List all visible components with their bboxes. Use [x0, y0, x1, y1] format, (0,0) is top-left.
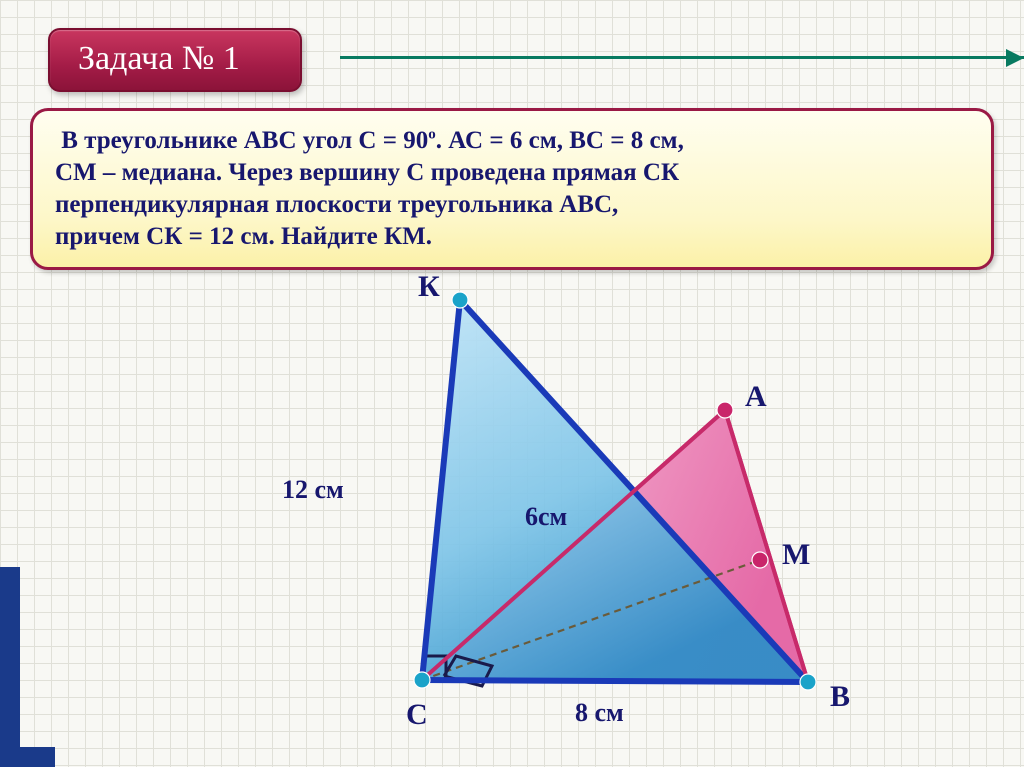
problem-line2: СМ – медиана. Через вершину С проведена … — [55, 159, 679, 186]
problem-line1-pre: В треугольнике АВС угол С = 90 — [61, 127, 428, 154]
problem-box: В треугольнике АВС угол С = 90о. АС = 6 … — [30, 108, 994, 270]
meas-CB: 8 см — [575, 698, 624, 728]
problem-line3: перпендикулярная плоскости треугольника … — [55, 191, 618, 218]
meas-CK: 12 см — [282, 475, 344, 505]
title-bar: Задача № 1 — [48, 28, 302, 92]
problem-line1-post: . АС = 6 см, ВС = 8 см, — [436, 127, 684, 154]
frame-corner — [0, 567, 55, 767]
diagram: К А М В С 12 см 6см 8 см — [170, 280, 890, 760]
meas-AC: 6см — [525, 502, 567, 532]
label-B: В — [830, 680, 850, 714]
title-text: Задача № 1 — [78, 40, 240, 77]
label-C: С — [406, 698, 428, 732]
problem-deg: о — [428, 127, 436, 143]
label-M: М — [782, 538, 810, 572]
problem-line4: причем СК = 12 см. Найдите КМ. — [55, 223, 432, 250]
label-K: К — [418, 270, 440, 304]
label-A: А — [745, 380, 767, 414]
title-arrow — [340, 56, 1024, 59]
